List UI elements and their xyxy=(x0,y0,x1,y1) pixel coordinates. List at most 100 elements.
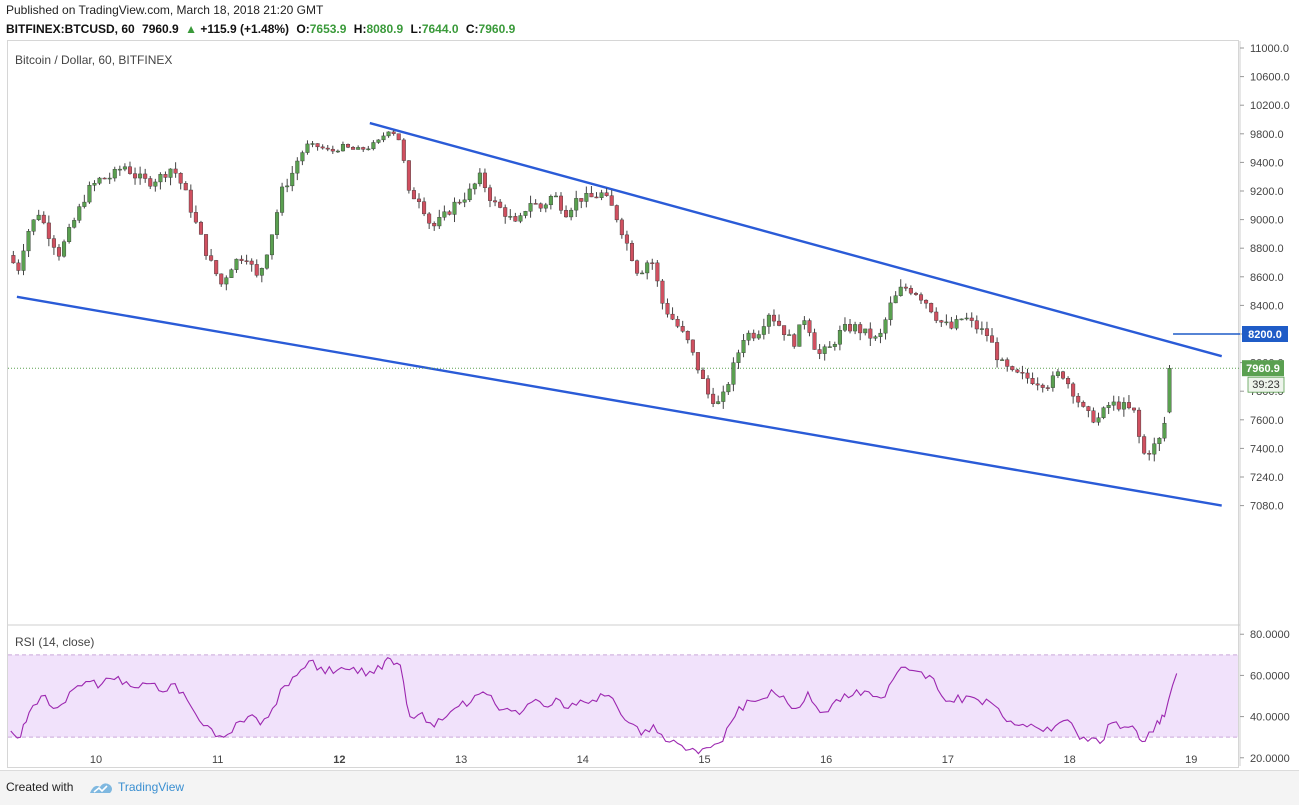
candle-body xyxy=(706,378,711,395)
candle-body xyxy=(558,195,563,211)
candle-body xyxy=(391,131,396,134)
candle-body xyxy=(107,177,112,180)
candle-body xyxy=(1000,359,1005,361)
candle-body xyxy=(528,203,533,212)
candle-body xyxy=(356,147,361,150)
candle-body xyxy=(934,311,939,321)
candle-body xyxy=(1071,383,1076,397)
chart-frame[interactable] xyxy=(7,40,1239,768)
candle-body xyxy=(422,201,427,215)
candle-body xyxy=(77,206,82,221)
symbol-quote-bar: BITFINEX:BTCUSD, 60 7960.9 ▲ +115.9 (+1.… xyxy=(6,22,515,36)
candle-body xyxy=(482,172,487,188)
rsi-tick-label: 80.0000 xyxy=(1250,629,1290,641)
candle-body xyxy=(984,328,989,336)
candle-body xyxy=(1081,401,1086,407)
candle-body xyxy=(1035,383,1040,386)
candle-body xyxy=(244,260,249,262)
candle-body xyxy=(11,255,16,264)
candle-body xyxy=(736,352,741,363)
candle-body xyxy=(325,147,330,150)
price-tick-label: 7400.0 xyxy=(1250,443,1284,455)
candle-body xyxy=(366,148,371,151)
tradingview-brand-link[interactable]: TradingView xyxy=(118,780,185,794)
open-value: 7653.9 xyxy=(309,22,347,36)
candle-body xyxy=(518,215,523,222)
created-with-label: Created with xyxy=(6,780,74,794)
candle-body xyxy=(112,169,117,179)
lower-trendline xyxy=(16,295,1222,507)
candle-body xyxy=(782,325,787,336)
candle-body xyxy=(898,286,903,296)
candle-body xyxy=(675,319,680,327)
candle-body xyxy=(102,177,107,180)
candle-body xyxy=(969,317,974,321)
footer: Created with TradingView xyxy=(0,770,1299,805)
candle-body xyxy=(878,332,883,337)
time-tick-label: 11 xyxy=(212,754,223,766)
candle-body xyxy=(574,198,579,211)
candle-body xyxy=(543,204,548,209)
candle-body xyxy=(46,222,51,239)
candle-body xyxy=(629,243,634,261)
high-label: H: xyxy=(353,22,367,36)
candle-body xyxy=(432,223,437,227)
candle-body xyxy=(939,320,944,323)
candle-body xyxy=(462,199,467,203)
candle-body xyxy=(822,346,827,354)
candle-body xyxy=(158,174,163,183)
candle-body xyxy=(624,234,629,244)
candle-body xyxy=(503,207,508,217)
candle-body xyxy=(670,313,675,320)
candle-body xyxy=(1121,402,1126,410)
candle-body xyxy=(1050,375,1055,388)
candle-body xyxy=(264,254,269,269)
candle-body xyxy=(1061,371,1066,379)
candle-body xyxy=(751,332,756,339)
candle-body xyxy=(173,168,178,174)
candle-body xyxy=(1111,401,1116,406)
candle-body xyxy=(16,262,21,271)
last-price-tag xyxy=(1242,360,1284,377)
candle-body xyxy=(995,342,1000,361)
candle-body xyxy=(376,139,381,143)
candle-body xyxy=(589,192,594,198)
price-tick-label: 9400.0 xyxy=(1250,157,1284,169)
candle-body xyxy=(513,216,518,222)
candle-body xyxy=(82,201,87,207)
candle-body xyxy=(335,150,340,153)
candle-body xyxy=(640,272,645,275)
open-label: O: xyxy=(296,22,310,36)
candle-body xyxy=(163,174,168,178)
candle-body xyxy=(893,295,898,304)
candle-body xyxy=(351,147,356,150)
candle-body xyxy=(386,131,391,137)
candle-body xyxy=(883,319,888,334)
candle-body xyxy=(868,328,873,339)
candle-body xyxy=(817,349,822,354)
time-tick-label: 17 xyxy=(942,754,954,766)
candle-body xyxy=(310,143,315,145)
time-tick-label: 13 xyxy=(455,754,467,766)
candle-body xyxy=(417,198,422,202)
candle-body xyxy=(457,201,462,204)
candle-body xyxy=(660,280,665,304)
candle-body xyxy=(954,319,959,329)
candle-body xyxy=(371,142,376,150)
candle-body xyxy=(523,211,528,216)
candle-body xyxy=(553,195,558,198)
candle-body xyxy=(1030,378,1035,385)
price-tick-label: 7600.0 xyxy=(1250,415,1284,427)
candle-body xyxy=(290,172,295,187)
candle-body xyxy=(1167,367,1172,413)
candle-body xyxy=(214,260,219,275)
candle-body xyxy=(26,231,31,252)
candle-body xyxy=(275,212,280,235)
candle-body xyxy=(209,255,214,261)
candle-body xyxy=(133,173,138,179)
candle-body xyxy=(97,177,102,184)
candle-body xyxy=(488,187,493,201)
price-tick-label: 11000.0 xyxy=(1250,43,1289,55)
candle-body xyxy=(680,326,685,332)
